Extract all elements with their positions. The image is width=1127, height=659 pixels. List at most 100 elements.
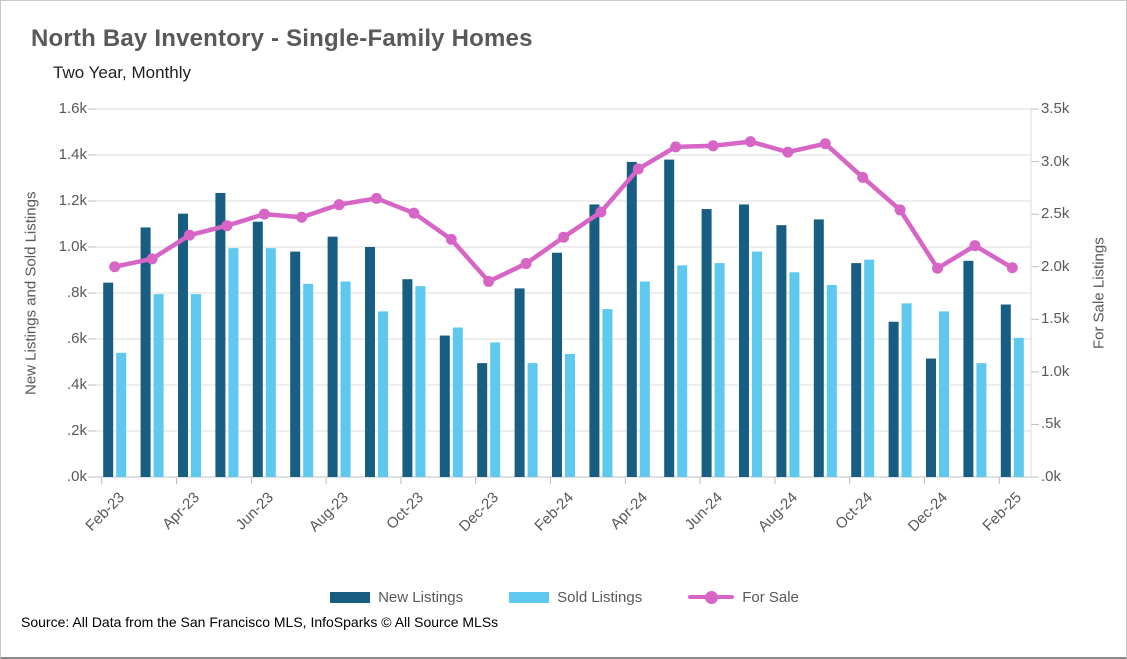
sold-listings-bar[interactable] <box>265 248 276 477</box>
sold-listings-bar[interactable] <box>789 272 800 477</box>
for-sale-point[interactable] <box>296 211 308 223</box>
left-axis-tick-label: .6k <box>66 330 87 347</box>
for-sale-point[interactable] <box>221 220 233 232</box>
sold-listings-bar[interactable] <box>303 283 314 477</box>
right-axis-tick-label: 3.5k <box>1041 100 1070 117</box>
new-listings-bar[interactable] <box>851 263 862 477</box>
sold-listings-bar[interactable] <box>939 311 949 477</box>
sold-listings-bar[interactable] <box>901 303 912 477</box>
sold-listings-bar[interactable] <box>864 259 875 477</box>
for-sale-point[interactable] <box>371 192 382 204</box>
sold-listings-bar[interactable] <box>191 294 201 477</box>
new-listings-bar[interactable] <box>589 204 600 477</box>
sold-listings-bar[interactable] <box>153 294 164 477</box>
for-sale-point[interactable] <box>333 199 345 211</box>
sold-listings-bar[interactable] <box>677 265 688 477</box>
sold-listings-bar[interactable] <box>116 352 127 477</box>
right-axis-tick-label: 1.0k <box>1041 362 1070 380</box>
legend-item-for-sale: For Sale <box>688 589 799 606</box>
chart-title: North Bay Inventory - Single-Family Home… <box>31 25 533 52</box>
new-listings-bar[interactable] <box>963 260 974 477</box>
new-listings-bar[interactable] <box>327 236 338 477</box>
for-sale-point[interactable] <box>857 171 869 183</box>
legend-item-new-listings: New Listings <box>330 589 463 606</box>
new-listings-bar[interactable] <box>552 252 562 477</box>
right-axis-tick-label: 1.5k <box>1041 310 1070 328</box>
for-sale-point[interactable] <box>969 240 981 252</box>
for-sale-line[interactable] <box>112 139 1015 284</box>
chart-subtitle: Two Year, Monthly <box>53 63 191 82</box>
new-listings-bar[interactable] <box>888 321 899 477</box>
right-axis-tick-label: 2.0k <box>1041 257 1070 275</box>
for-sale-point[interactable] <box>483 275 495 287</box>
for-sale-point[interactable] <box>670 141 682 153</box>
legend-label-for-sale: For Sale <box>742 588 799 606</box>
new-listings-bar[interactable] <box>776 225 787 477</box>
for-sale-point[interactable] <box>558 231 569 243</box>
new-listings-bar[interactable] <box>290 251 301 477</box>
new-listings-bar[interactable] <box>926 358 936 477</box>
left-axis-tick-label: 1.2k <box>58 192 87 209</box>
new-listings-bar[interactable] <box>514 288 525 477</box>
sold-listings-bar[interactable] <box>228 248 239 477</box>
sold-listings-bar[interactable] <box>639 281 650 478</box>
left-axis-tick-label: .0k <box>66 468 87 485</box>
new-listings-bar[interactable] <box>252 221 263 477</box>
for-sale-point[interactable] <box>520 258 532 270</box>
for-sale-point[interactable] <box>745 136 756 148</box>
new-listings-bar[interactable] <box>402 279 413 477</box>
sold-listings-bar[interactable] <box>378 311 388 477</box>
new-listings-swatch-icon <box>330 591 371 603</box>
chart-plot[interactable] <box>88 108 1039 484</box>
sold-listings-bar[interactable] <box>826 284 837 477</box>
for-sale-point[interactable] <box>408 207 420 219</box>
for-sale-point[interactable] <box>184 229 195 241</box>
for-sale-line-swatch-icon <box>688 590 735 604</box>
for-sale-point[interactable] <box>595 206 607 218</box>
for-sale-point[interactable] <box>1006 262 1018 274</box>
new-listings-bar[interactable] <box>1000 304 1011 478</box>
new-listings-bar[interactable] <box>103 282 114 477</box>
for-sale-point[interactable] <box>632 163 644 175</box>
sold-listings-bar[interactable] <box>602 309 613 477</box>
chart-legend: New Listings Sold Listings For Sale <box>1 584 1126 610</box>
sold-listings-bar[interactable] <box>1013 337 1024 477</box>
right-axis-tick-label: .0k <box>1041 468 1062 485</box>
new-listings-bar[interactable] <box>664 159 675 477</box>
for-sale-point[interactable] <box>894 204 906 216</box>
new-listings-bar[interactable] <box>813 219 824 477</box>
for-sale-point[interactable] <box>782 146 794 158</box>
for-sale-point[interactable] <box>146 253 158 265</box>
sold-listings-bar[interactable] <box>565 353 575 477</box>
sold-listings-bar[interactable] <box>490 342 501 477</box>
new-listings-bar[interactable] <box>140 227 151 477</box>
for-sale-point[interactable] <box>707 140 719 152</box>
for-sale-point[interactable] <box>109 261 121 273</box>
new-listings-bar[interactable] <box>178 213 188 477</box>
sold-listings-bar[interactable] <box>415 286 426 477</box>
new-listings-bar[interactable] <box>739 204 749 477</box>
new-listings-bar[interactable] <box>215 192 226 477</box>
new-listings-bar[interactable] <box>477 363 488 477</box>
new-listings-bar[interactable] <box>365 247 375 477</box>
left-axis-tick-label: .4k <box>66 376 87 393</box>
right-axis-tick-label: 3.0k <box>1041 152 1070 170</box>
sold-listings-bar[interactable] <box>340 281 351 478</box>
right-axis-tick-label: .5k <box>1041 415 1062 433</box>
new-listings-bar[interactable] <box>626 161 637 477</box>
sold-listings-bar[interactable] <box>527 363 538 477</box>
for-sale-point[interactable] <box>819 138 831 150</box>
legend-item-sold-listings: Sold Listings <box>509 589 642 606</box>
sold-listings-bar[interactable] <box>452 327 463 478</box>
for-sale-point[interactable] <box>445 233 457 245</box>
sold-listings-bar[interactable] <box>752 251 762 477</box>
sold-listings-bar[interactable] <box>714 263 725 477</box>
left-axis-tick-label: 1.0k <box>58 238 87 255</box>
for-sale-point[interactable] <box>258 208 270 220</box>
for-sale-point[interactable] <box>932 262 943 274</box>
sold-listings-bar[interactable] <box>976 363 987 477</box>
legend-label-new-listings: New Listings <box>378 588 464 606</box>
new-listings-bar[interactable] <box>439 335 450 477</box>
new-listings-bar[interactable] <box>701 209 712 478</box>
